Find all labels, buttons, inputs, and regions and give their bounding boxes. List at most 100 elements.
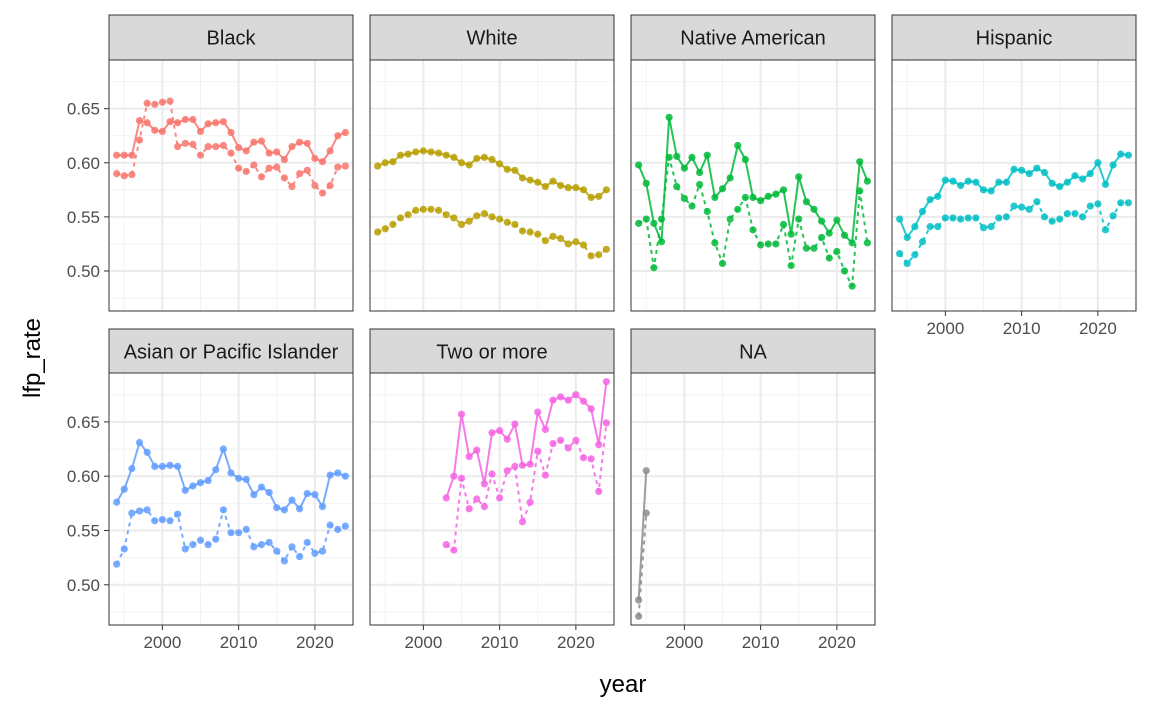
data-point <box>718 185 727 193</box>
data-point <box>503 165 511 173</box>
data-point <box>564 396 572 404</box>
data-point <box>235 529 243 537</box>
gridlines <box>631 373 876 625</box>
data-point <box>1079 175 1087 183</box>
data-point <box>311 491 319 499</box>
data-point <box>703 207 711 216</box>
data-point <box>374 228 382 236</box>
data-point <box>143 506 151 514</box>
strip-title-native-american: Native American <box>680 28 826 50</box>
data-point <box>911 251 919 259</box>
data-point <box>189 482 197 490</box>
data-point <box>534 178 542 186</box>
data-point <box>219 141 227 150</box>
data-point <box>503 435 511 443</box>
data-point <box>219 506 227 514</box>
data-point <box>595 192 603 200</box>
data-point <box>957 181 965 190</box>
data-point <box>465 161 473 169</box>
data-point <box>181 139 189 147</box>
data-point <box>265 488 273 497</box>
data-point <box>518 174 527 182</box>
data-point <box>595 487 603 495</box>
strip-title-na: NA <box>739 342 767 364</box>
data-point <box>242 475 250 484</box>
series-hispanic-dashed <box>896 198 1132 267</box>
data-point <box>135 136 144 144</box>
panel-background <box>631 60 875 311</box>
strip-two-or-more <box>369 328 615 375</box>
data-point <box>741 193 749 201</box>
data-point <box>381 225 389 233</box>
data-point <box>650 219 658 227</box>
data-point <box>296 505 304 513</box>
data-point <box>334 163 342 171</box>
data-point <box>296 170 304 178</box>
strip-white <box>369 14 615 61</box>
data-point <box>465 505 473 513</box>
data-point <box>518 227 527 235</box>
data-point <box>135 438 144 447</box>
data-point <box>143 448 151 456</box>
data-point <box>941 176 949 184</box>
data-point <box>326 471 334 479</box>
data-point <box>442 151 450 159</box>
data-point <box>572 238 580 246</box>
data-point <box>1033 164 1041 172</box>
data-point <box>1048 179 1056 187</box>
data-point <box>166 118 174 126</box>
data-point <box>158 462 166 471</box>
x-tick-label: 2020 <box>296 633 334 652</box>
data-point <box>389 220 397 229</box>
data-point <box>787 230 795 238</box>
x-axis: 2000 2010 2020 <box>926 311 1117 338</box>
data-point <box>442 494 450 502</box>
data-point <box>795 173 803 181</box>
data-point <box>113 498 121 506</box>
data-point <box>642 467 650 475</box>
data-point <box>1071 210 1079 218</box>
data-point <box>1101 180 1110 189</box>
strip-title-two-or-more: Two or more <box>436 342 547 364</box>
data-point <box>779 186 788 194</box>
data-point <box>711 193 719 201</box>
x-tick-label: 2000 <box>926 319 964 338</box>
data-point <box>488 155 496 164</box>
data-point <box>442 211 450 219</box>
data-point <box>318 547 327 555</box>
data-point <box>151 100 159 108</box>
data-point <box>911 223 919 231</box>
data-point <box>435 206 443 214</box>
data-point <box>120 172 128 180</box>
x-tick-label: 2000 <box>665 633 703 652</box>
x-axis-title: year <box>600 671 647 698</box>
data-point <box>396 151 405 159</box>
data-point <box>488 470 496 478</box>
data-point <box>374 162 382 170</box>
gridlines <box>109 60 354 311</box>
series-na-dashed <box>635 509 650 620</box>
data-point <box>227 149 235 157</box>
data-point <box>1002 178 1010 186</box>
data-point <box>488 213 496 221</box>
data-point <box>341 472 349 480</box>
data-point <box>602 186 610 194</box>
data-point <box>926 223 934 231</box>
data-point <box>227 529 235 537</box>
series-two-or-more-solid <box>442 378 610 502</box>
data-point <box>212 142 220 151</box>
data-point <box>473 154 481 163</box>
data-point <box>341 162 349 170</box>
data-point <box>450 214 458 222</box>
data-point <box>810 244 818 252</box>
data-point <box>564 444 572 452</box>
data-point <box>166 97 174 105</box>
panel-border <box>891 59 1137 312</box>
data-point <box>1056 182 1064 191</box>
data-point <box>526 460 534 468</box>
panel-na: NA 2000 2010 2020 <box>630 328 876 652</box>
series-native-american-solid <box>635 113 871 247</box>
data-point <box>257 483 266 491</box>
data-point <box>635 161 643 169</box>
x-tick-label: 2010 <box>220 633 258 652</box>
